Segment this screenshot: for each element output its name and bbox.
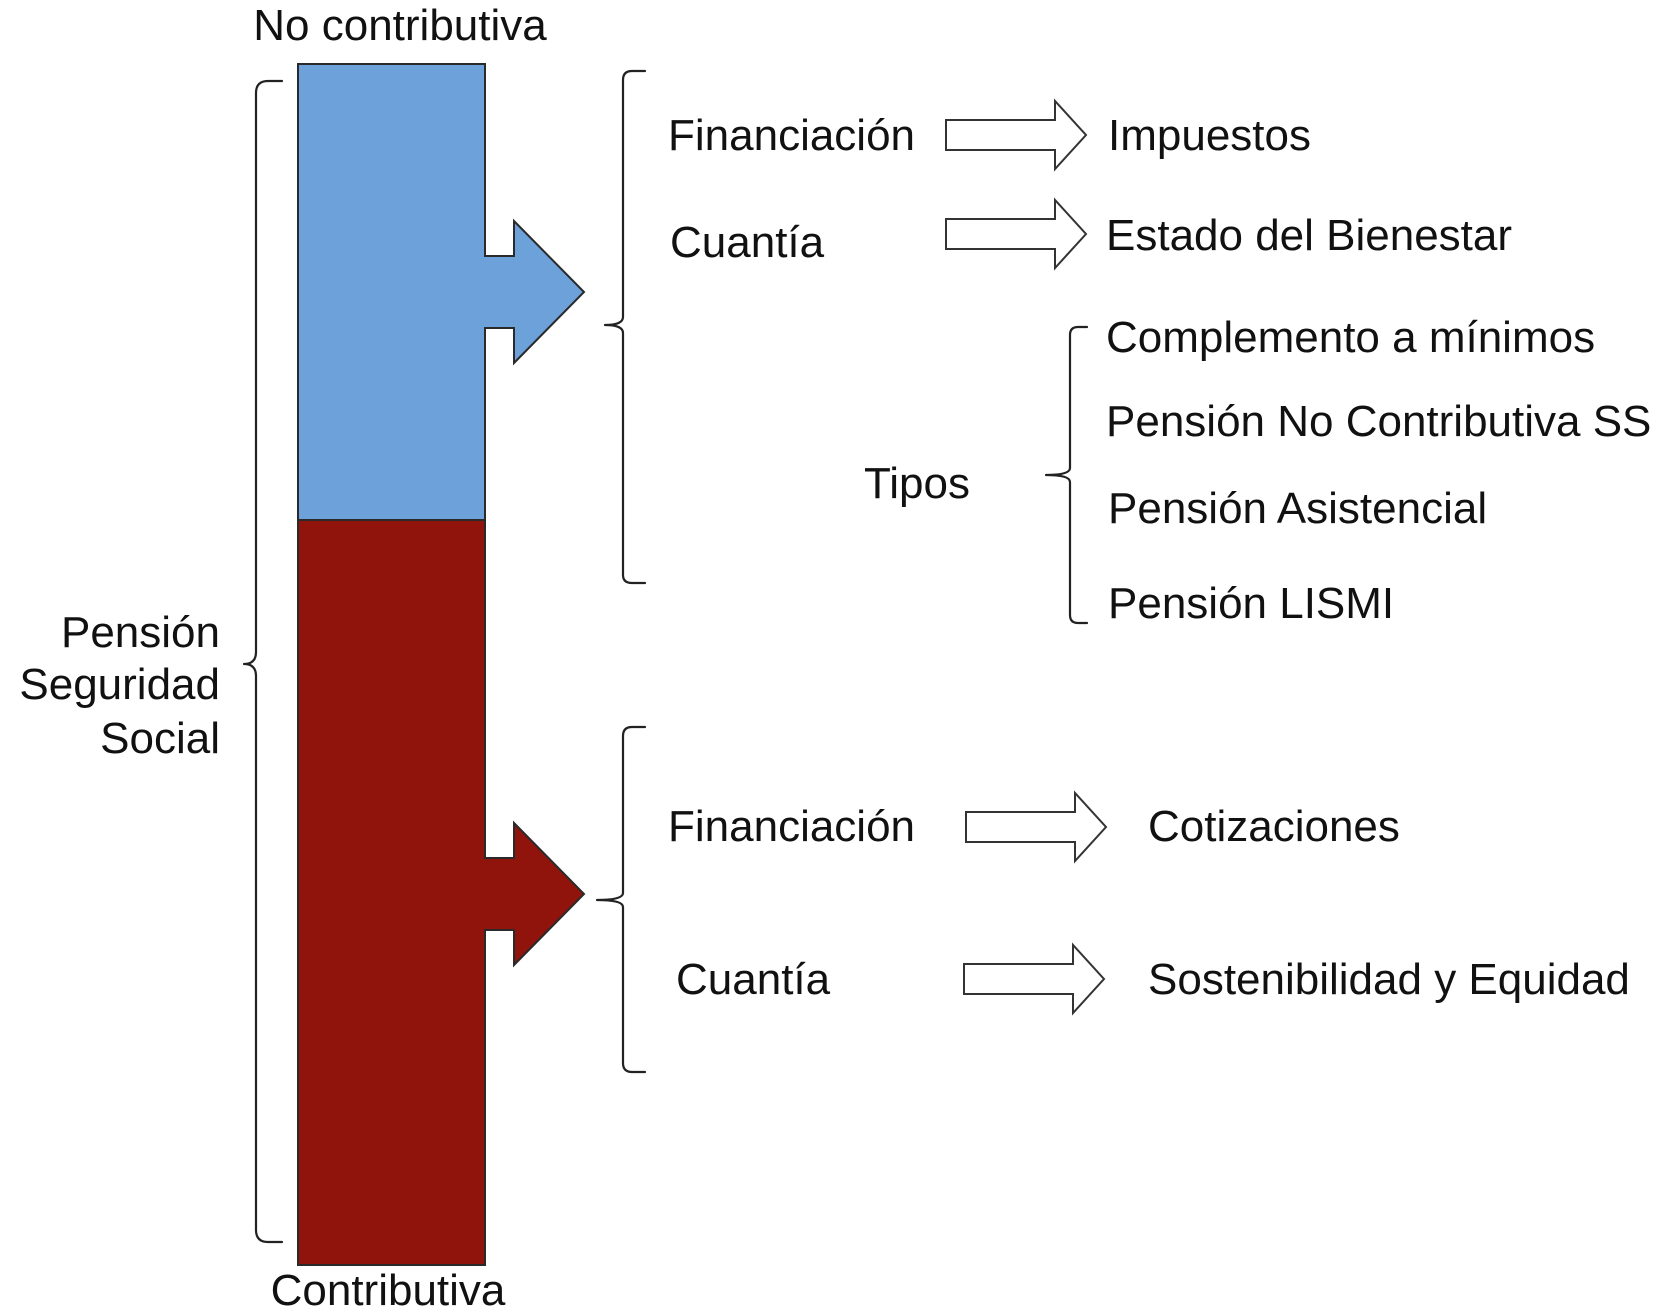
c-cuantia-arrow-icon	[963, 942, 1106, 1016]
c-financiacion-result: Cotizaciones	[1148, 802, 1400, 851]
nc-cuantia-label: Cuantía	[670, 218, 825, 267]
no-contributiva-block	[297, 63, 586, 521]
tipos-item: Pensión LISMI	[1108, 579, 1394, 628]
tipos-brace-icon	[1044, 325, 1089, 625]
nc-tipos-label: Tipos	[864, 459, 970, 508]
root-label-line1: Pensión	[61, 608, 220, 657]
contributiva-brace-icon	[595, 725, 647, 1074]
tipos-item: Complemento a mínimos	[1106, 313, 1595, 362]
no-contributiva-label: No contributiva	[253, 1, 547, 50]
nc-cuantia-arrow-icon	[945, 197, 1088, 271]
nc-financiacion-arrow-icon	[945, 98, 1088, 172]
contributiva-block	[297, 519, 586, 1266]
c-cuantia-result: Sostenibilidad y Equidad	[1148, 955, 1630, 1004]
outer-brace-icon	[242, 79, 284, 1244]
root-label-line2: Seguridad	[19, 660, 220, 709]
root-label-line3: Social	[100, 714, 220, 763]
nc-financiacion-result: Impuestos	[1108, 111, 1311, 160]
contributiva-arrow-shape	[297, 519, 586, 1266]
c-financiacion-label: Financiación	[668, 802, 915, 851]
c-cuantia-label: Cuantía	[676, 955, 831, 1004]
root-label: Pensión Seguridad Social	[19, 608, 220, 763]
no-contributiva-brace-icon	[603, 69, 647, 585]
tipos-list: Complemento a mínimos Pensión No Contrib…	[1106, 313, 1651, 628]
tipos-item: Pensión Asistencial	[1108, 484, 1487, 533]
c-financiacion-arrow-icon	[965, 790, 1108, 864]
tipos-item: Pensión No Contributiva SS	[1106, 397, 1651, 446]
no-contributiva-arrow-shape	[297, 63, 586, 521]
contributiva-label: Contributiva	[271, 1266, 506, 1314]
nc-cuantia-result: Estado del Bienestar	[1106, 211, 1512, 260]
nc-financiacion-label: Financiación	[668, 111, 915, 160]
